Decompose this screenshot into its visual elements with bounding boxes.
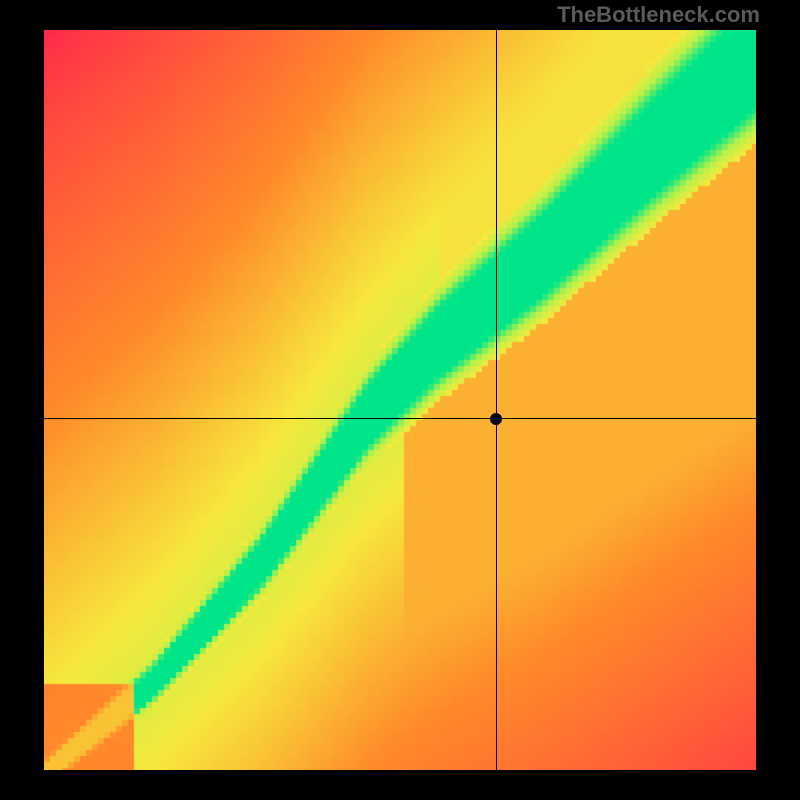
- bottleneck-heatmap: [44, 30, 756, 770]
- crosshair-horizontal: [44, 418, 756, 419]
- chart-container: TheBottleneck.com: [0, 0, 800, 800]
- crosshair-vertical: [496, 30, 497, 770]
- crosshair-marker: [490, 413, 502, 425]
- watermark-text: TheBottleneck.com: [557, 2, 760, 28]
